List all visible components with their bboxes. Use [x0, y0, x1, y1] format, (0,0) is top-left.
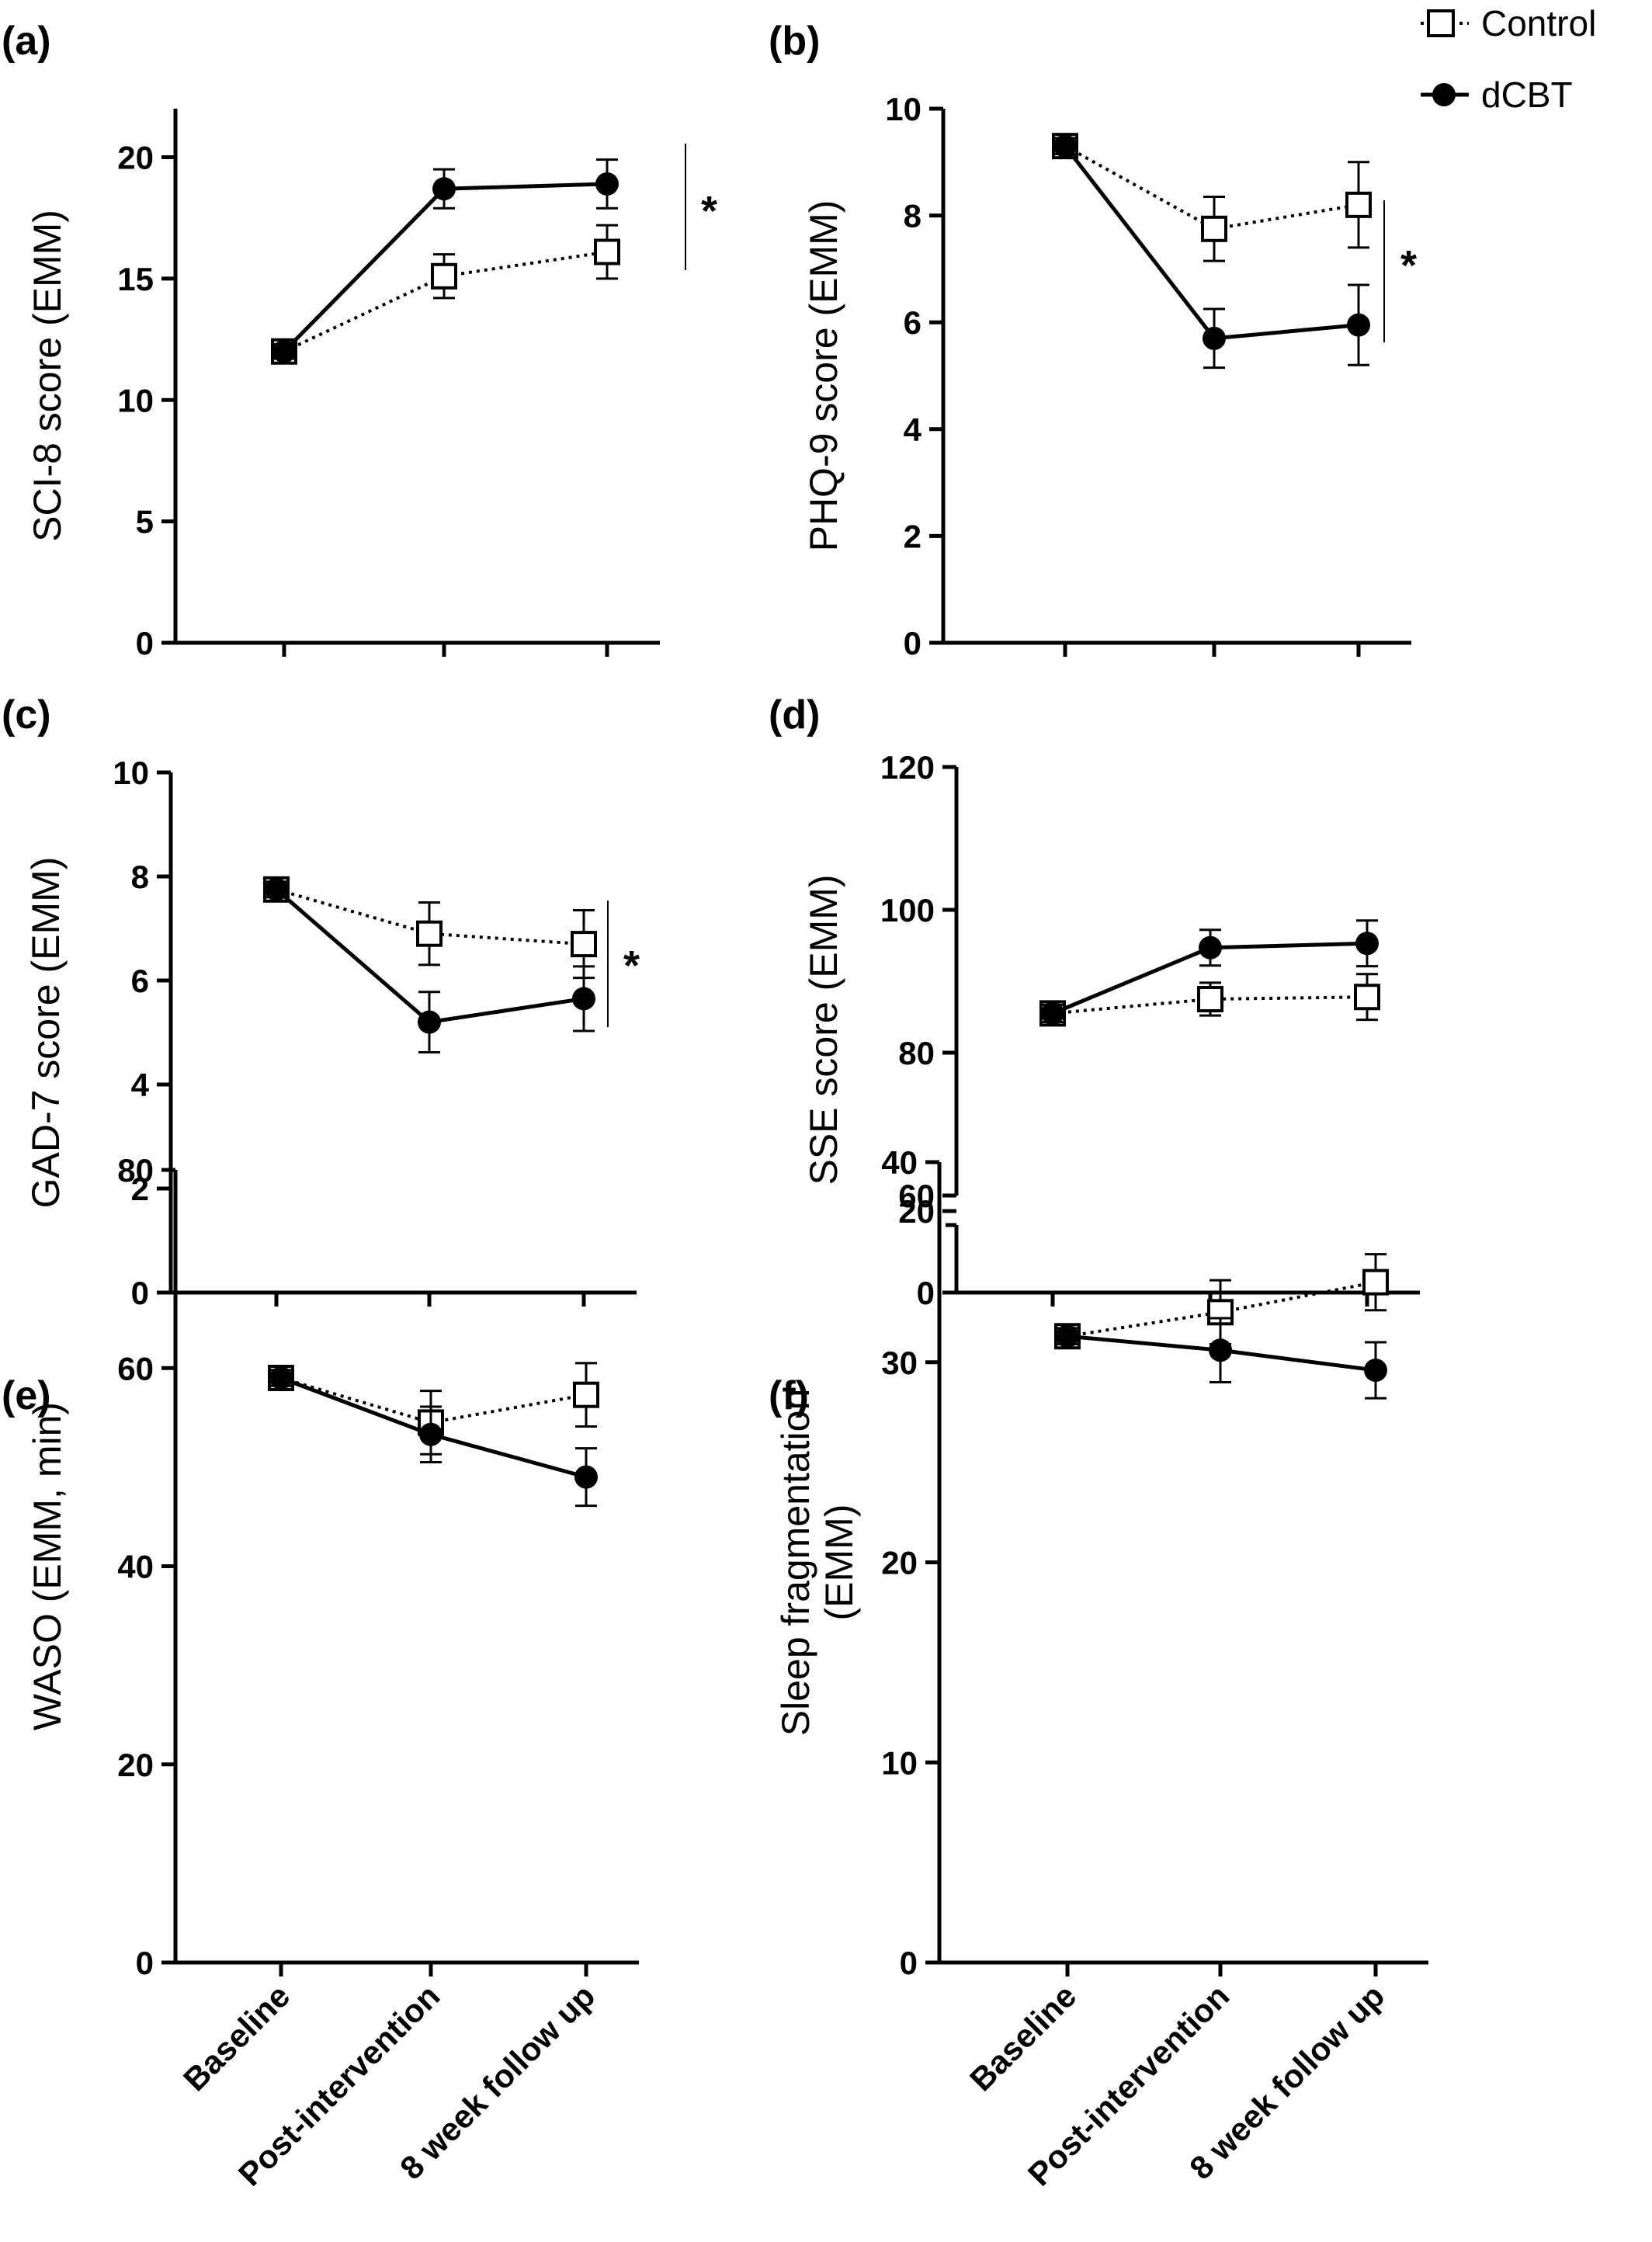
legend-control-marker: [1427, 9, 1455, 37]
y-tick-label: 6: [904, 304, 921, 341]
y-tick-label: 20: [881, 1545, 918, 1581]
y-tick-label: 10: [885, 91, 921, 127]
y-tick-label: 15: [117, 261, 154, 297]
data-point-dcbt: [432, 177, 456, 201]
y-axis-label: SCI-8 score (EMM): [26, 210, 69, 542]
legend: Control dCBT: [1421, 3, 1596, 115]
data-point-control: [1362, 1268, 1389, 1296]
y-axis-label: Sleep fragmentation(EMM): [774, 1389, 861, 1737]
data-point-dcbt: [1364, 1359, 1387, 1383]
panel-a: (a) 0 5 10 15 20 SCI-8 score (EMM) *: [2, 19, 717, 661]
y-tick-label: 10: [117, 382, 154, 418]
y-tick-label: 40: [117, 1549, 154, 1585]
y-tick-label: 5: [136, 504, 154, 540]
data-point-dcbt: [595, 172, 619, 196]
legend-dcbt-label: dCBT: [1481, 75, 1573, 115]
y-axis-label-line: Sleep fragmentation: [774, 1389, 817, 1737]
y-tick-label: 10: [881, 1744, 918, 1781]
y-tick-label: 0: [136, 625, 154, 661]
panel-label: (c): [2, 692, 51, 738]
y-tick-label: 60: [898, 1178, 935, 1214]
data-point-dcbt: [572, 987, 595, 1011]
y-axis-label: SSE score (EMM): [802, 874, 845, 1185]
data-point-dcbt: [265, 877, 288, 901]
data-point-dcbt: [272, 339, 296, 363]
data-point-dcbt: [574, 1465, 598, 1489]
y-axis-label: GAD-7 score (EMM): [24, 857, 68, 1209]
panel-c: (c) 0 2 4 6 8 10 GAD-7 score (EMM) *: [2, 692, 640, 1311]
data-point-control: [416, 920, 442, 947]
significance-marker: *: [1400, 242, 1417, 289]
data-point-dcbt: [1209, 1338, 1232, 1362]
data-point-dcbt: [1199, 935, 1222, 960]
significance-marker: *: [701, 188, 717, 234]
panel-label: (b): [769, 19, 820, 64]
data-point-dcbt: [1041, 1001, 1064, 1026]
y-tick-label: 2: [904, 518, 921, 554]
data-point-control: [431, 262, 457, 290]
data-point-dcbt: [419, 1422, 442, 1446]
y-tick-label: 80: [898, 1035, 935, 1071]
y-tick-label: 20: [898, 1193, 935, 1230]
y-tick-label: 0: [900, 1945, 918, 1981]
y-tick-label: 60: [117, 1350, 154, 1386]
y-tick-label: 0: [131, 1275, 149, 1311]
data-point-dcbt: [269, 1366, 293, 1390]
y-tick-label: 30: [881, 1345, 918, 1381]
y-tick-label: 6: [131, 963, 149, 999]
x-tick-label: Baseline: [963, 1977, 1083, 2098]
y-tick-label: 0: [136, 1945, 154, 1981]
panel-label: (f): [769, 1373, 809, 1418]
data-point-dcbt: [1347, 313, 1370, 337]
panel-b: (b) 0 2 4 6 8 10 PHQ-9 score (EMM) *: [769, 19, 1417, 661]
series-line-control: [1064, 144, 1359, 231]
legend-dcbt-marker: [1432, 83, 1456, 106]
data-point-control: [573, 1381, 599, 1408]
data-point-control: [1201, 215, 1227, 242]
data-point-control: [1197, 986, 1223, 1012]
panel-label: (e): [2, 1373, 51, 1418]
y-tick-label: 8: [131, 859, 149, 895]
data-point-control: [1354, 984, 1380, 1011]
y-tick-label: 8: [904, 198, 921, 234]
significance-marker: *: [623, 942, 640, 989]
data-point-dcbt: [1355, 932, 1379, 956]
x-tick-label: Baseline: [176, 1977, 297, 2098]
panel-f: (f) 0 10 20 30 40 Sleep fragmentation(EMM): [769, 1144, 1428, 1981]
data-point-dcbt: [1203, 326, 1226, 350]
y-tick-label: 40: [881, 1144, 918, 1181]
y-tick-label: 20: [117, 140, 154, 176]
y-tick-label: 100: [880, 892, 935, 928]
y-tick-label: 20: [117, 1747, 154, 1783]
y-tick-label: 120: [880, 749, 935, 786]
data-point-control: [1345, 191, 1372, 218]
data-point-dcbt: [418, 1010, 441, 1034]
y-tick-label: 4: [904, 411, 922, 448]
y-tick-label: 0: [917, 1275, 935, 1311]
data-point-dcbt: [1056, 1324, 1079, 1348]
y-axis-label-line: (EMM): [817, 1504, 861, 1621]
y-axis-label: PHQ-9 score (EMM): [802, 200, 845, 552]
panel-label: (d): [769, 692, 820, 738]
legend-control-label: Control: [1481, 3, 1596, 43]
y-axis-label: WASO (EMM, min): [26, 1402, 69, 1730]
y-tick-label: 10: [113, 755, 149, 791]
y-tick-label: 4: [131, 1067, 150, 1103]
panel-label: (a): [2, 19, 51, 64]
data-point-dcbt: [1053, 134, 1077, 158]
data-point-control: [571, 931, 597, 958]
y-tick-label: 0: [904, 625, 921, 661]
y-tick-label: 80: [117, 1152, 154, 1189]
y-tick-label: 2: [131, 1171, 149, 1207]
data-point-control: [594, 238, 620, 266]
